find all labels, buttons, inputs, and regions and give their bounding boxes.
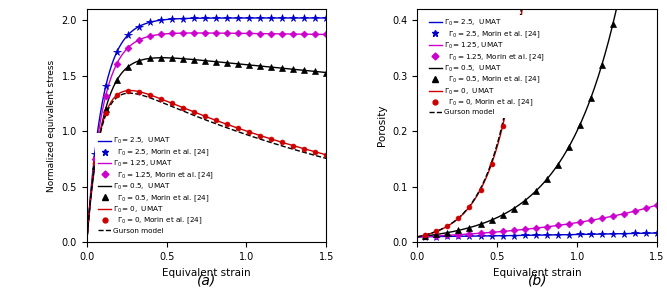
Y-axis label: Porosity: Porosity [377, 105, 387, 146]
Legend: $\Gamma_0 = 2.5$,  UMAT,   $\Gamma_0 = 2.5$, Morin et al. [24], $\Gamma_0 =1.25$: $\Gamma_0 = 2.5$, UMAT, $\Gamma_0 = 2.5$… [426, 15, 548, 118]
Text: (a): (a) [197, 273, 216, 288]
Text: (b): (b) [528, 273, 547, 288]
X-axis label: Equivalent strain: Equivalent strain [162, 268, 251, 278]
Legend: $\Gamma_0 = 2.5$,  UMAT,   $\Gamma_0 = 2.5$, Morin et al. [24], $\Gamma_0 =1.25$: $\Gamma_0 = 2.5$, UMAT, $\Gamma_0 = 2.5$… [95, 133, 217, 236]
Y-axis label: Normalized equivalent stress: Normalized equivalent stress [47, 60, 56, 192]
X-axis label: Equivalent strain: Equivalent strain [493, 268, 582, 278]
